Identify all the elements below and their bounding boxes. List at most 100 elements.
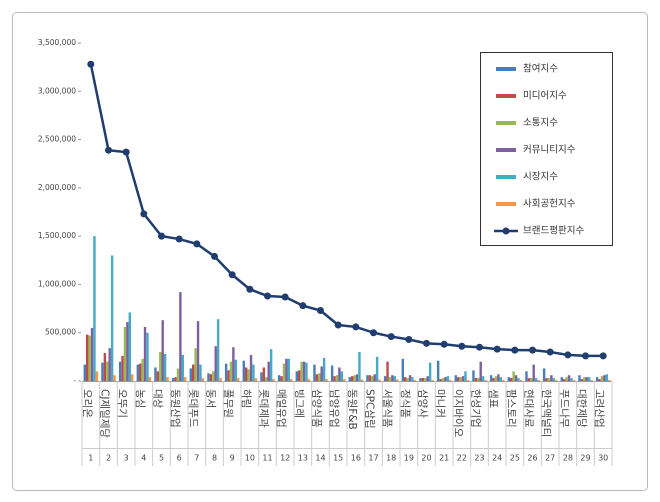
bar	[464, 371, 467, 381]
bar	[318, 373, 321, 381]
bar	[426, 376, 429, 381]
bar	[428, 362, 432, 381]
bar	[128, 312, 131, 381]
x-tick-label: 롯데제과	[258, 389, 270, 428]
x-tick-label: 삼양식품	[311, 389, 323, 428]
y-tick-label: 2,500,000	[38, 135, 76, 144]
bar	[262, 367, 266, 381]
bar	[351, 376, 354, 381]
bar	[598, 379, 601, 381]
rank-label: 25	[510, 454, 520, 463]
line-marker	[370, 329, 377, 337]
legend-label: 브랜드평판지수	[523, 226, 584, 237]
bar	[282, 363, 286, 381]
bar	[143, 326, 147, 381]
bar	[219, 378, 222, 381]
bar	[461, 376, 465, 381]
bar	[436, 360, 440, 381]
line-marker	[122, 148, 130, 156]
x-tick-label: 한성기업	[470, 389, 483, 428]
x-tick-label: CJ제일제당	[99, 389, 112, 438]
bar	[542, 368, 546, 381]
bar	[512, 371, 515, 381]
bar	[103, 352, 107, 381]
line-marker	[564, 351, 572, 359]
bar	[179, 292, 182, 381]
bar	[563, 379, 566, 381]
bar	[585, 377, 588, 381]
bar	[497, 374, 500, 381]
bar	[108, 348, 111, 381]
rank-label: 17	[368, 454, 378, 463]
rank-label: 7	[194, 454, 199, 463]
bar	[106, 361, 109, 381]
bar	[267, 361, 270, 381]
bar	[587, 377, 591, 381]
bar	[519, 380, 523, 381]
rank-label: 9	[230, 454, 235, 463]
bar	[277, 375, 281, 381]
bar	[358, 352, 361, 381]
bar	[393, 376, 396, 381]
rank-label: 22	[457, 454, 467, 463]
bar	[163, 353, 167, 381]
bar	[280, 376, 283, 381]
bar	[83, 364, 87, 381]
bar	[383, 376, 387, 381]
bar	[272, 379, 275, 381]
x-tick-label: 한국맥널티	[540, 389, 552, 437]
bar	[295, 371, 299, 381]
bar	[302, 361, 306, 381]
x-tick-label: 대상	[152, 389, 164, 409]
legend-label: 시장지수	[523, 172, 558, 183]
bar	[113, 375, 116, 381]
bar	[146, 332, 149, 381]
bar	[419, 378, 422, 381]
y-tick-label: -	[73, 376, 76, 385]
x-tick-label: 푸드나무	[558, 389, 570, 428]
bar	[477, 378, 480, 381]
line-marker	[582, 352, 589, 360]
bar	[547, 378, 551, 381]
bar	[101, 362, 104, 381]
x-tick-label: 마니커	[434, 389, 446, 418]
bar	[578, 375, 581, 381]
legend-label: 사회공헌지수	[523, 199, 576, 210]
bar	[118, 361, 122, 381]
line-marker	[476, 343, 483, 351]
bar	[552, 378, 555, 381]
rank-label: 18	[386, 454, 396, 463]
bar	[260, 372, 263, 381]
bar	[181, 354, 184, 381]
rank-label: 3	[124, 454, 129, 463]
rank-label: 27	[545, 454, 555, 463]
line-marker	[281, 293, 289, 301]
bar	[224, 363, 228, 381]
bar	[285, 358, 288, 381]
bar	[298, 370, 301, 381]
bar	[305, 362, 308, 381]
line-marker	[299, 302, 307, 310]
legend-swatch	[496, 67, 516, 71]
rank-label: 14	[315, 454, 325, 463]
bar	[330, 365, 334, 381]
bar	[300, 361, 303, 381]
x-tick-label: 남양유업	[328, 389, 341, 428]
bar	[216, 319, 220, 381]
x-tick-label: 정식품	[399, 389, 411, 418]
bar	[466, 380, 470, 381]
rank-label: 6	[177, 454, 182, 463]
x-tick-label: 서울식품	[381, 389, 393, 428]
bar	[194, 348, 197, 381]
bar	[159, 352, 162, 381]
rank-label: 10	[245, 454, 255, 463]
x-tick-label: 오리온	[81, 389, 93, 418]
y-tick-label: 1,000,000	[38, 279, 76, 288]
bar	[441, 378, 445, 381]
bar	[517, 378, 520, 381]
bar	[431, 380, 434, 381]
bar	[607, 380, 611, 381]
x-tick-label: 풀무원	[222, 389, 234, 418]
bar	[161, 320, 164, 381]
bar	[232, 347, 235, 381]
